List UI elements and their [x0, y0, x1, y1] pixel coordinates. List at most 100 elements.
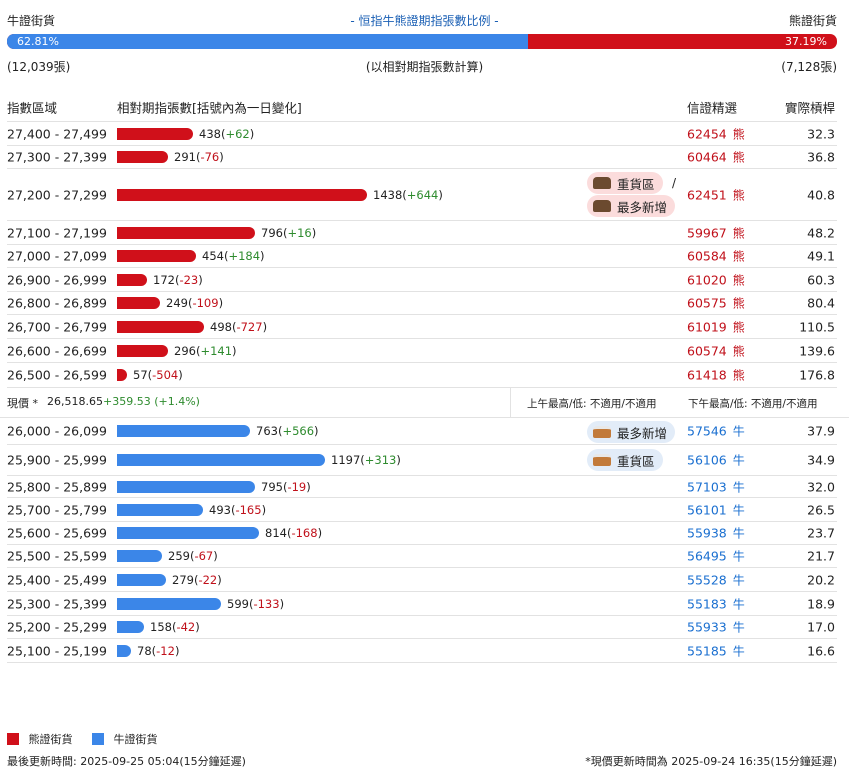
bull-most-new-badge: 最多新增: [587, 421, 676, 443]
paren-open: (: [195, 343, 201, 358]
warrant-code[interactable]: 55528: [687, 572, 727, 587]
effective-gearing: 36.8: [807, 149, 835, 165]
daily-change: +313: [364, 453, 397, 467]
warrant-code[interactable]: 56106: [687, 452, 727, 468]
ref-warrant-link[interactable]: 56101 牛: [687, 501, 745, 518]
ref-warrant-link[interactable]: 55183 牛: [687, 595, 745, 612]
contracts-count: 78: [137, 643, 152, 658]
warrant-code[interactable]: 61418: [687, 367, 727, 383]
warrant-code[interactable]: 60464: [687, 149, 727, 165]
paren-close: ): [438, 187, 443, 202]
paren-close: ): [217, 572, 222, 587]
spot-change: +359.53 (+1.4%): [103, 395, 200, 408]
contracts-count: 296: [174, 343, 196, 358]
effective-gearing: 139.6: [799, 343, 835, 358]
paren-close: ): [261, 502, 267, 517]
warrant-code[interactable]: 60584: [687, 248, 727, 264]
paren-open: (: [195, 150, 201, 164]
warrant-code[interactable]: 59967: [687, 225, 727, 240]
effective-gearing: 48.2: [807, 225, 835, 240]
contracts-count: 795: [261, 479, 283, 494]
contracts-count: 291: [174, 150, 196, 164]
daily-change: +644: [406, 187, 439, 202]
warrant-type: 熊: [732, 320, 745, 334]
bull-icon: [593, 426, 611, 438]
warrant-code[interactable]: 62451: [687, 187, 727, 202]
index-range: 25,700 - 25,799: [7, 502, 107, 517]
am-high-low: 上午最高/低: 不適用/不適用: [527, 398, 657, 410]
daily-change: -67: [194, 549, 214, 563]
daily-change: -109: [192, 296, 219, 310]
contracts-count: 814: [265, 526, 287, 540]
bull-ratio-text: 62.81%: [17, 35, 59, 48]
ref-warrant-link[interactable]: 60574 熊: [687, 342, 745, 359]
bear-row: 26,700 - 26,799 498(-727) 61019 熊 110.5: [7, 315, 837, 339]
paren-open: (: [231, 319, 237, 334]
paren-open: (: [402, 187, 407, 202]
ref-warrant-link[interactable]: 57546 牛: [687, 423, 745, 440]
spot-price-row: 現價 * 26,518.65 +359.53 (+1.4%) 上午最高/低: 不…: [0, 388, 849, 418]
index-range: 25,400 - 25,499: [7, 572, 107, 587]
daily-change: +141: [200, 343, 233, 358]
contracts-count: 279: [172, 572, 194, 587]
index-range: 25,600 - 25,699: [7, 525, 107, 541]
warrant-code[interactable]: 57546: [687, 423, 727, 439]
bear-heavy-badge: 重貨區: [587, 172, 663, 194]
spot-divider: [510, 388, 511, 418]
warrant-code[interactable]: 61020: [687, 272, 727, 287]
ref-warrant-link[interactable]: 59967 熊: [687, 224, 745, 241]
ref-warrant-link[interactable]: 55528 牛: [687, 571, 745, 588]
paren-open: (: [189, 549, 195, 563]
bull-contracts-bar: [117, 644, 131, 657]
ref-warrant-link[interactable]: 62454 熊: [687, 126, 745, 143]
warrant-code[interactable]: 60574: [687, 343, 727, 358]
warrant-code[interactable]: 55183: [687, 596, 727, 611]
ref-warrant-link[interactable]: 55933 牛: [687, 619, 745, 636]
ref-warrant-link[interactable]: 55938 牛: [687, 525, 745, 542]
warrant-type: 牛: [732, 597, 745, 611]
effective-gearing: 32.3: [807, 126, 835, 142]
warrant-type: 熊: [732, 127, 745, 142]
spot-updated: *現價更新時間為 2025-09-24 16:35(15分鐘延遲): [585, 755, 837, 768]
ref-warrant-link[interactable]: 60464 熊: [687, 149, 745, 166]
ref-warrant-link[interactable]: 57103 牛: [687, 478, 745, 495]
warrant-code[interactable]: 55933: [687, 619, 727, 635]
warrant-code[interactable]: 56495: [687, 548, 727, 564]
ref-warrant-link[interactable]: 56106 牛: [687, 452, 745, 469]
warrant-code[interactable]: 57103: [687, 479, 727, 494]
ref-warrant-link[interactable]: 61020 熊: [687, 271, 745, 288]
ref-warrant-link[interactable]: 61418 熊: [687, 367, 745, 384]
contracts-count: 172: [153, 272, 175, 287]
ref-warrant-link[interactable]: 56495 牛: [687, 548, 745, 565]
warrant-code[interactable]: 55938: [687, 525, 727, 541]
daily-change: +566: [282, 424, 315, 438]
warrant-code[interactable]: 56101: [687, 502, 727, 517]
warrant-type: 牛: [732, 424, 745, 439]
contracts-value: 1438(+644): [373, 188, 443, 202]
paren-open: (: [230, 502, 236, 517]
bull-contracts-bar: [117, 550, 162, 562]
paren-close: ): [279, 596, 285, 611]
ref-warrant-link[interactable]: 61019 熊: [687, 318, 745, 335]
effective-gearing: 32.0: [807, 479, 835, 494]
index-range: 26,500 - 26,599: [7, 367, 107, 383]
paren-open: (: [277, 424, 283, 438]
paren-close: ): [198, 272, 203, 287]
warrant-code[interactable]: 62454: [687, 126, 727, 142]
warrant-code[interactable]: 55185: [687, 643, 727, 658]
contracts-value: 279(-22): [172, 573, 222, 587]
ref-warrant-link[interactable]: 55185 牛: [687, 642, 745, 659]
contracts-count: 438: [199, 127, 221, 141]
legend-bear-label: 熊證街貨: [28, 733, 73, 746]
ref-warrant-link[interactable]: 60575 熊: [687, 295, 745, 312]
warrant-code[interactable]: 60575: [687, 295, 727, 311]
warrant-code[interactable]: 61019: [687, 319, 727, 334]
bear-contracts-bar: [117, 320, 204, 333]
daily-change: +16: [287, 225, 312, 240]
paren-close: ): [306, 479, 311, 494]
bear-row: 27,400 - 27,499 438(+62) 62454 熊 32.3: [7, 123, 837, 146]
daily-change: -19: [287, 479, 307, 494]
index-range: 25,300 - 25,399: [7, 596, 107, 611]
ref-warrant-link[interactable]: 60584 熊: [687, 248, 745, 265]
ref-warrant-link[interactable]: 62451 熊: [687, 186, 745, 203]
